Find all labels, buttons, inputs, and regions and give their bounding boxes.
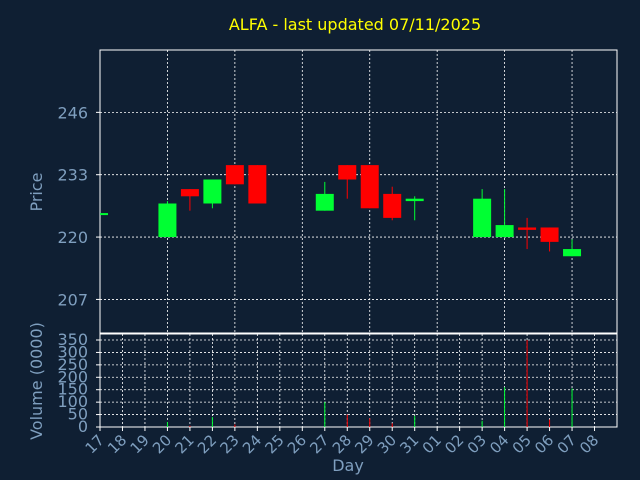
volume-tick-label: 0: [78, 417, 88, 436]
volume-tick-label: 250: [57, 355, 88, 374]
volume-tick-label: 100: [57, 392, 88, 411]
candle-body: [473, 198, 492, 238]
volume-tick-label: 300: [57, 342, 88, 361]
candle-body: [248, 165, 267, 204]
candle-body: [518, 227, 537, 230]
candle-body: [225, 165, 244, 185]
x-axis-label: Day: [332, 456, 364, 475]
candle-body: [405, 198, 424, 202]
chart-title: ALFA - last updated 07/11/2025: [229, 15, 481, 34]
volume-tick-label: 150: [57, 380, 88, 399]
candle-body: [203, 179, 222, 204]
price-panel-frame: [99, 49, 618, 334]
price-axis-label: Price: [27, 172, 46, 211]
volume-tick-label: 350: [57, 330, 88, 349]
price-tick-label: 233: [57, 166, 88, 185]
price-tick-label: 220: [57, 228, 88, 247]
candle-body: [338, 165, 357, 180]
volume-panel-frame: [99, 333, 618, 428]
candle-body: [100, 213, 108, 216]
price-tick-label: 246: [57, 103, 88, 122]
candle-body: [315, 193, 334, 211]
candle-body: [495, 225, 514, 238]
price-panel: 207 220 233 246: [57, 49, 618, 334]
candle-body: [540, 227, 559, 242]
price-tick-label: 207: [57, 290, 88, 309]
candle-body: [158, 203, 177, 238]
candle-body: [563, 249, 582, 257]
volume-tick-label: 200: [57, 367, 88, 386]
candle-body: [383, 193, 402, 218]
volume-tick-label: 50: [68, 405, 88, 424]
candle-body: [360, 165, 379, 209]
candle-body: [180, 189, 199, 197]
volume-axis-label: Volume (0000): [27, 322, 46, 440]
